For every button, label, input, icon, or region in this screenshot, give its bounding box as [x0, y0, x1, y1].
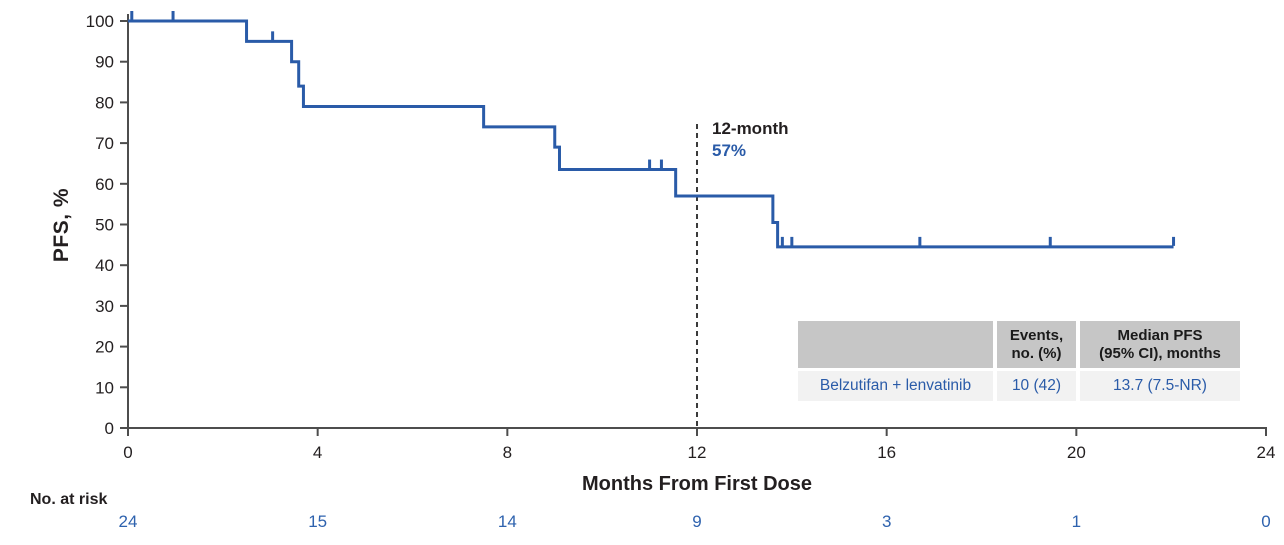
table-header-median-pfs: Median PFS (95% CI), months	[1080, 321, 1240, 368]
table-header-events: Events, no. (%)	[997, 321, 1076, 368]
y-axis-title: PFS, %	[50, 187, 73, 263]
at-risk-value: 0	[1261, 512, 1270, 531]
y-tick-label: 30	[95, 297, 114, 316]
y-tick-label: 50	[95, 216, 114, 235]
y-tick-label: 40	[95, 256, 114, 275]
x-tick-label: 12	[688, 443, 707, 462]
landmark-annotation: 12-month 57%	[712, 118, 789, 162]
at-risk-value: 14	[498, 512, 517, 531]
at-risk-value: 9	[692, 512, 701, 531]
x-tick-label: 16	[877, 443, 896, 462]
at-risk-value: 15	[308, 512, 327, 531]
summary-table: Events, no. (%) Median PFS (95% CI), mon…	[798, 321, 1240, 401]
at-risk-value: 3	[882, 512, 891, 531]
y-tick-label: 80	[95, 93, 114, 112]
no-at-risk-label: No. at risk	[30, 491, 108, 508]
y-tick-label: 90	[95, 53, 114, 72]
y-tick-label: 0	[105, 419, 114, 438]
landmark-value: 57%	[712, 141, 747, 160]
y-tick-label: 10	[95, 378, 114, 397]
table-header-empty	[798, 321, 993, 368]
at-risk-value: 24	[119, 512, 138, 531]
table-row-median-value: 13.7 (7.5-NR)	[1080, 371, 1240, 401]
x-tick-label: 8	[503, 443, 512, 462]
x-tick-label: 20	[1067, 443, 1086, 462]
x-tick-label: 24	[1257, 443, 1276, 462]
km-curve	[128, 19, 1174, 249]
x-tick-label: 4	[313, 443, 322, 462]
at-risk-value: 1	[1072, 512, 1081, 531]
table-row-arm-name: Belzutifan + lenvatinib	[798, 371, 993, 401]
table-row-events-value: 10 (42)	[997, 371, 1076, 401]
landmark-label: 12-month	[712, 119, 789, 138]
y-tick-label: 70	[95, 134, 114, 153]
x-tick-label: 0	[123, 443, 132, 462]
y-tick-label: 20	[95, 338, 114, 357]
x-axis-title: Months From First Dose	[581, 473, 813, 495]
y-tick-label: 60	[95, 175, 114, 194]
y-tick-label: 100	[86, 12, 114, 31]
